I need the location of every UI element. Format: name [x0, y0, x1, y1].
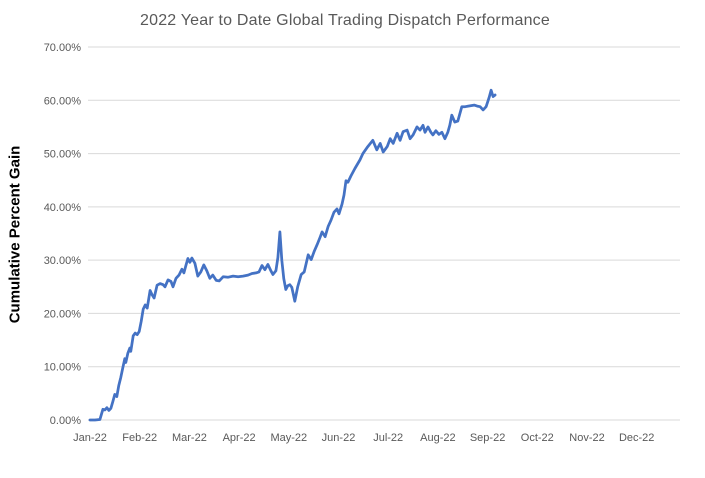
x-tick-label: Jan-22 — [73, 432, 107, 444]
y-tick-label: 60.00% — [44, 95, 82, 107]
x-tick-label: Mar-22 — [172, 432, 207, 444]
y-tick-label: 0.00% — [50, 415, 81, 427]
y-tick-label: 70.00% — [44, 42, 82, 54]
x-tick-label: Feb-22 — [122, 432, 157, 444]
series-line — [88, 88, 497, 422]
y-tick-label: 10.00% — [44, 362, 82, 374]
y-tick-label: 30.00% — [44, 255, 82, 267]
x-tick-label: Dec-22 — [619, 432, 654, 444]
x-tick-label: Sep-22 — [470, 432, 505, 444]
y-tick-label: 20.00% — [44, 308, 82, 320]
x-tick-label: Jul-22 — [373, 432, 403, 444]
gridlines — [88, 46, 680, 421]
x-tick-label: Oct-22 — [521, 432, 554, 444]
y-axis-tick-labels: 0.00% 10.00% 20.00% 30.00% 40.00% 50.00% 60.00… — [44, 42, 82, 427]
y-tick-label: 50.00% — [44, 149, 82, 161]
x-tick-label: May-22 — [270, 432, 307, 444]
y-tick-label: 40.00% — [44, 202, 82, 214]
x-tick-label: Aug-22 — [420, 432, 455, 444]
chart-title: 2022 Year to Date Global Trading Dispatc… — [140, 12, 550, 29]
x-tick-label: Nov-22 — [569, 432, 604, 444]
x-axis-tick-labels: Jan-22 Feb-22 Mar-22 Apr-22 May-22 Jun-22 Jul-… — [73, 432, 654, 444]
series-group — [88, 88, 497, 422]
x-tick-label: Apr-22 — [223, 432, 256, 444]
x-tick-label: Jun-22 — [322, 432, 356, 444]
